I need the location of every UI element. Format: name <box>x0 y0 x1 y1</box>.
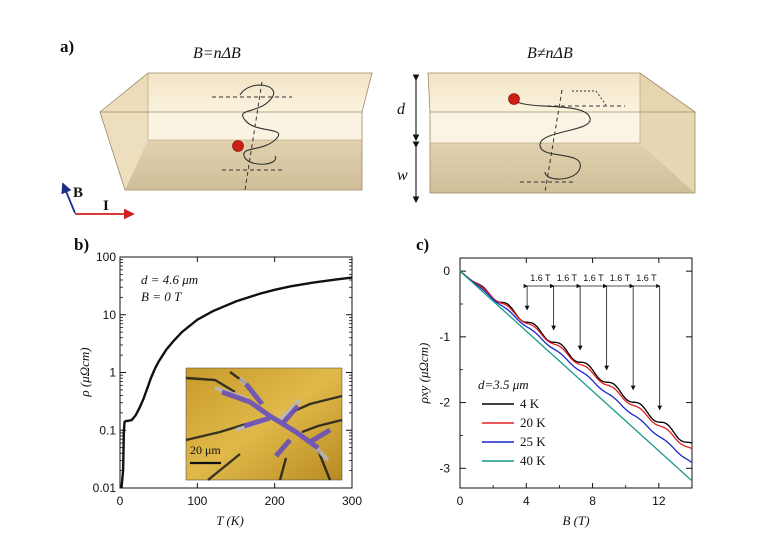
period-label: 1.6 T <box>557 273 578 283</box>
right-helix-orbit <box>511 97 591 180</box>
panel-b-y-tick-label: 10 <box>103 308 117 322</box>
panel-c-letter: c) <box>416 235 429 254</box>
d-label: d <box>397 101 406 118</box>
panel-c-x-tick-label: 8 <box>589 494 596 508</box>
hall-curve-25k <box>459 270 693 464</box>
device-micrograph-inset: 20 μm <box>185 367 343 481</box>
panel-c-tick-labels: 0 4 8 12 0 -1 -2 -3 <box>439 264 666 508</box>
panel-c-x-tick-label: 12 <box>652 494 666 508</box>
left-slab-bottom-layer <box>125 140 362 190</box>
legend-entry: 4 K <box>520 396 540 411</box>
right-slab-side-face <box>640 73 695 193</box>
panel-b-x-tick-label: 200 <box>265 494 285 508</box>
legend-entry: 20 K <box>520 415 546 430</box>
panel-b-y-axis-label: ρ (μΩcm) <box>77 347 92 397</box>
panel-c-x-tick-label: 4 <box>523 494 530 508</box>
panel-c-y-axis-label: ρxy (μΩcm) <box>416 343 431 405</box>
panel-b-y-tick-label: 0.1 <box>99 423 116 437</box>
right-box-title: B≠nΔB <box>527 45 573 62</box>
right-slab-bottom-layer <box>430 143 695 193</box>
w-label: w <box>397 167 408 184</box>
panel-b-x-tick-label: 100 <box>187 494 207 508</box>
panel-a-letter: a) <box>60 37 74 56</box>
period-label: 1.6 T <box>636 273 657 283</box>
left-helix-orbit <box>239 84 279 165</box>
field-annotation: B = 0 T <box>141 289 182 304</box>
oscillation-arrows: 1.6 T 1.6 T 1.6 T 1.6 T 1.6 T <box>523 273 663 411</box>
left-slab <box>99 72 373 191</box>
period-label: 1.6 T <box>610 273 631 283</box>
panel-b: b) 0 100 200 300 0.01 0.1 1 10 100 d = 4.6 μm B … <box>74 235 362 528</box>
panel-b-y-tick-label: 100 <box>96 250 116 264</box>
panel-c-frame <box>459 257 693 489</box>
period-label: 1.6 T <box>530 273 551 283</box>
panel-b-y-tick-label: 1 <box>109 366 116 380</box>
left-slab-top-face <box>100 73 372 112</box>
panel-c-y-tick-label: -1 <box>439 330 450 344</box>
resistivity-curve <box>120 276 353 489</box>
thickness-annotation: d = 4.6 μm <box>141 272 198 287</box>
period-label: 1.6 T <box>583 273 604 283</box>
legend-entry: 40 K <box>520 453 546 468</box>
panel-b-x-tick-label: 0 <box>117 494 124 508</box>
panel-b-ticks <box>119 256 353 489</box>
panel-a: a) B=nΔB B≠nΔB <box>60 37 697 220</box>
panel-b-y-tick-label: 0.01 <box>93 481 117 495</box>
hall-curve-4k <box>459 270 693 444</box>
scale-bar-label: 20 μm <box>190 443 221 457</box>
left-electron-dot <box>232 140 244 152</box>
panel-b-x-tick-label: 300 <box>342 494 362 508</box>
panel-c-y-tick-label: 0 <box>443 264 450 278</box>
b-field-arrow <box>61 182 76 214</box>
hall-curve-20k <box>459 270 693 450</box>
b-field-label: B <box>73 185 83 201</box>
panel-c-ticks <box>459 258 693 488</box>
panel-c-curves <box>459 270 693 482</box>
panel-c-legend: 4 K 20 K 25 K 40 K <box>482 396 546 468</box>
current-label: I <box>103 198 109 214</box>
panel-b-tick-labels: 0 100 200 300 0.01 0.1 1 10 100 <box>93 250 363 508</box>
panel-c-y-tick-label: -3 <box>439 461 450 475</box>
legend-title: d=3.5 μm <box>478 377 529 392</box>
panel-b-letter: b) <box>74 235 89 254</box>
hall-curve-40k <box>459 270 693 482</box>
legend-entry: 25 K <box>520 434 546 449</box>
left-box-title: B=nΔB <box>193 45 241 62</box>
right-slab <box>427 72 697 194</box>
panel-c-x-axis-label: B (T) <box>562 513 589 528</box>
panel-b-x-axis-label: T (K) <box>216 513 244 528</box>
panel-c-x-tick-label: 0 <box>457 494 464 508</box>
panel-c: c) 0 4 8 120-1-2-3 1.6 T 1.6 T 1.6 T 1.6 T 1.6 … <box>416 235 693 528</box>
right-electron-dot <box>508 93 520 105</box>
panel-c-y-tick-label: -2 <box>439 396 450 410</box>
